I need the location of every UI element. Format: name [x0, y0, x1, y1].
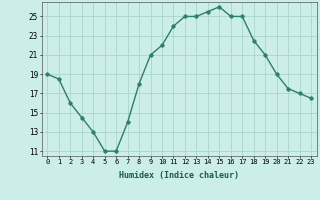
- X-axis label: Humidex (Indice chaleur): Humidex (Indice chaleur): [119, 171, 239, 180]
